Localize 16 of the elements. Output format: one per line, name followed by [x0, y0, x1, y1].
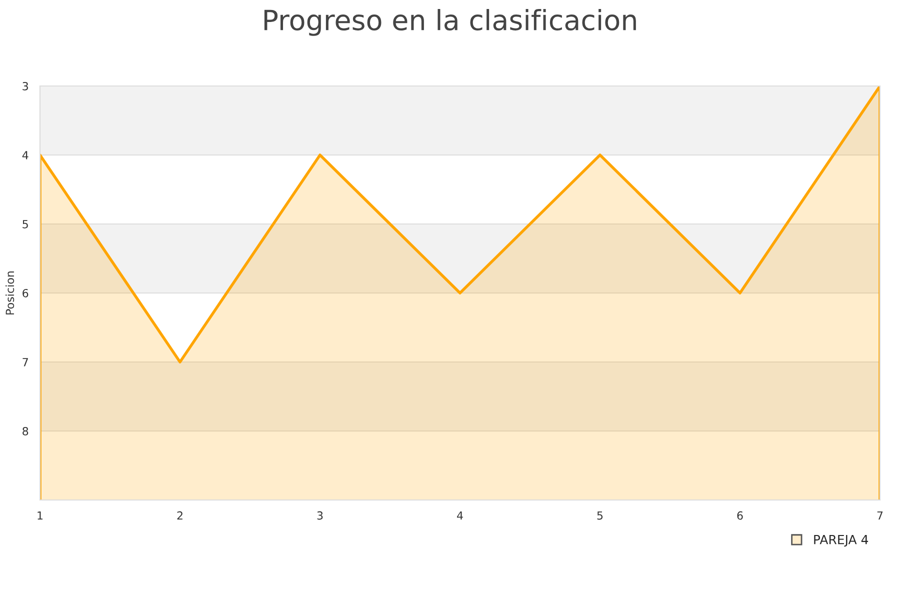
y-tick-label: 4: [22, 151, 28, 160]
y-tick-label: 8: [22, 426, 28, 436]
x-tick-label: 2: [177, 511, 182, 520]
y-tick-label: 6: [22, 288, 28, 298]
x-tick-label: 7: [877, 511, 883, 520]
y-tick-label: 7: [22, 358, 28, 366]
legend-label: PAREJA 4: [814, 534, 868, 547]
chart-title: Progreso en la clasificacion: [264, 9, 636, 36]
x-tick-label: 5: [597, 511, 603, 520]
x-tick-label: 6: [737, 511, 743, 520]
y-tick-label: 5: [22, 220, 28, 228]
y-tick-label: 3: [22, 82, 28, 90]
x-tick-label: 3: [317, 511, 323, 520]
x-tick-label: 1: [38, 511, 43, 520]
x-tick-label: 4: [457, 511, 463, 520]
y-axis-title: Posicion: [6, 271, 14, 314]
